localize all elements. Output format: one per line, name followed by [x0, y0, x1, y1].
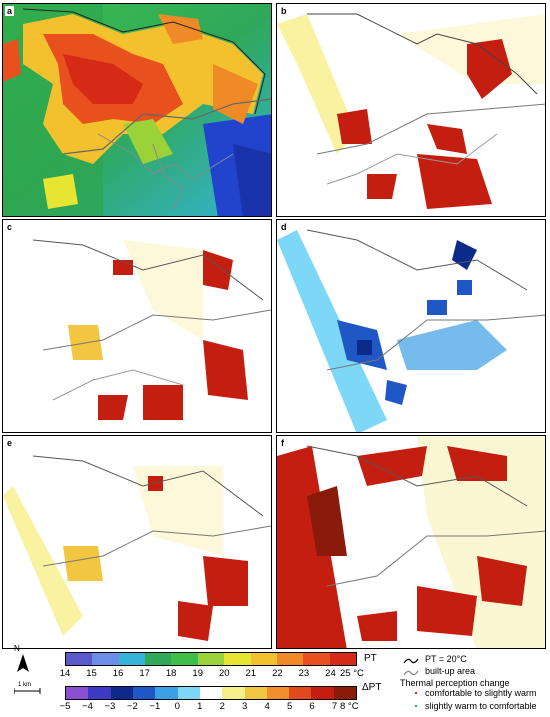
panel-label: e [5, 438, 15, 448]
pt-tick-label: 15 [86, 668, 97, 679]
isoline-label: PT = 20°C [425, 654, 467, 664]
north-label: N [14, 644, 20, 653]
pt-tick-label: 19 [192, 668, 204, 679]
pt-swatch [329, 653, 356, 665]
dpt-swatch [110, 687, 133, 699]
pt-swatch [145, 653, 172, 665]
dpt-map [32, 239, 271, 420]
warm-dot-icon [415, 692, 417, 694]
map-panel-e: e [2, 435, 272, 649]
pt-swatch [250, 653, 277, 665]
panel-label: c [5, 222, 15, 232]
dpt-colorbar [65, 686, 357, 700]
pt-swatch [276, 653, 304, 665]
pt-swatch [118, 653, 146, 665]
dpt-tick-label: −3 [104, 701, 116, 712]
map-panel-c: c [2, 219, 272, 433]
map-panel-d: d [276, 219, 546, 433]
dpt-map [277, 13, 545, 209]
dpt-tick-label: 7 [331, 701, 338, 712]
pt-tick-label: 23 [298, 668, 310, 679]
warm-change-label: comfortable to slightly warm [425, 688, 537, 698]
pt-swatch [303, 653, 330, 665]
dpt-map [277, 229, 545, 432]
pt-colorbar [65, 652, 357, 666]
scale-bar [14, 688, 41, 694]
pt-label: PT [364, 653, 377, 664]
builtup-label: built-up area [425, 666, 476, 676]
map-panel-f: f [276, 435, 546, 649]
pt-tick-label: 22 [272, 668, 283, 679]
dpt-swatch [289, 687, 312, 699]
dpt-swatch [66, 687, 89, 699]
dpt-swatch [88, 687, 111, 699]
panel-label: d [279, 222, 289, 232]
pt-map [3, 4, 271, 216]
dpt-tick-label: −2 [126, 701, 138, 712]
pt-swatch [66, 653, 93, 665]
panel-label: a [5, 6, 15, 16]
map-panel-a: a [2, 3, 272, 217]
north-arrow-icon [17, 654, 29, 672]
dpt-swatch [222, 687, 245, 699]
dpt-unit: 8 °C [340, 701, 359, 712]
dpt-swatch [155, 687, 178, 699]
isoline-symbol-icon [403, 658, 419, 664]
panel-label: f [279, 438, 286, 448]
dpt-tick-label: 5 [286, 701, 293, 712]
pt-swatch [92, 653, 119, 665]
dpt-swatch [311, 687, 334, 699]
dpt-tick-label: 0 [174, 701, 180, 712]
dpt-label: ΔPT [362, 682, 382, 693]
pt-swatch [224, 653, 251, 665]
pt-tick-label: 14 [59, 668, 71, 679]
dpt-tick-label: 1 [197, 701, 203, 712]
cool-change-label: slightly warm to comfortable [425, 701, 537, 711]
dpt-tick-label: −4 [82, 701, 93, 712]
dpt-tick-label: −5 [59, 701, 71, 712]
pt-tick-label: 24 [325, 668, 336, 679]
panel-label: b [279, 6, 289, 16]
pt-tick-label: 17 [139, 668, 150, 679]
cool-dot-icon [415, 705, 417, 707]
pt-swatch [197, 653, 225, 665]
dpt-swatch [266, 687, 290, 699]
dpt-tick-label: 6 [309, 701, 315, 712]
dpt-map [277, 436, 545, 648]
map-panel-b: b [276, 3, 546, 217]
dpt-tick-label: 3 [242, 701, 248, 712]
dpt-swatch [177, 687, 200, 699]
scale-label: 1 km [18, 682, 32, 688]
pt-tick-label: 20 [218, 668, 230, 679]
dpt-tick-label: 4 [264, 701, 270, 712]
dpt-map [3, 455, 271, 641]
pt-unit: 25 °C [340, 668, 364, 679]
dpt-swatch [333, 687, 357, 699]
builtup-symbol-icon [403, 670, 419, 676]
legend: N 1 km 14 15 16 17 18 19 20 21 22 23 24 25 °C PT −… [0, 644, 550, 717]
pt-tick-label: 16 [112, 668, 124, 679]
pt-tick-label: 21 [245, 668, 257, 679]
dpt-tick-label: 2 [219, 701, 225, 712]
thermal-change-title: Thermal perception change [400, 678, 510, 688]
pt-tick-label: 18 [165, 668, 177, 679]
pt-swatch [171, 653, 198, 665]
dpt-tick-label: −1 [149, 701, 161, 712]
dpt-swatch [199, 687, 223, 699]
dpt-swatch [244, 687, 267, 699]
dpt-swatch [132, 687, 156, 699]
